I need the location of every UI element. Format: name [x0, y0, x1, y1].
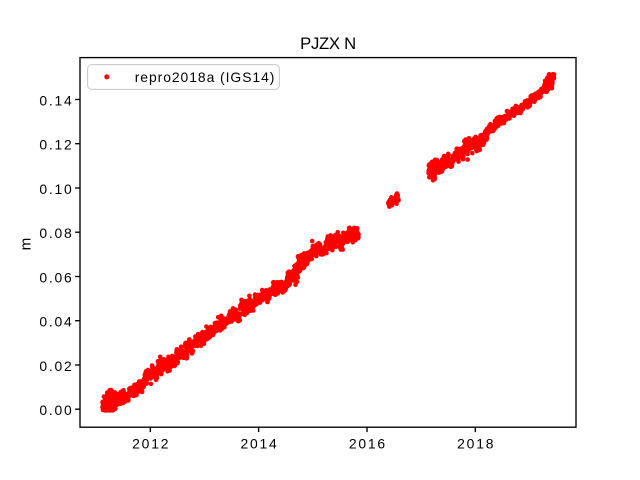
svg-text:0.08: 0.08 — [39, 225, 73, 241]
svg-text:0.14: 0.14 — [39, 92, 73, 108]
svg-text:2016: 2016 — [349, 435, 387, 451]
svg-text:2012: 2012 — [132, 435, 170, 451]
svg-text:0.10: 0.10 — [39, 181, 73, 197]
svg-text:2018: 2018 — [457, 435, 495, 451]
svg-text:2014: 2014 — [240, 435, 278, 451]
svg-text:0.12: 0.12 — [39, 137, 73, 153]
svg-text:PJZX N: PJZX N — [300, 34, 356, 53]
svg-text:0.04: 0.04 — [39, 314, 73, 330]
svg-text:m: m — [18, 238, 35, 251]
svg-text:0.00: 0.00 — [39, 402, 73, 418]
svg-text:0.02: 0.02 — [39, 358, 73, 374]
svg-text:repro2018a (IGS14): repro2018a (IGS14) — [135, 69, 276, 85]
svg-text:0.06: 0.06 — [39, 269, 73, 285]
